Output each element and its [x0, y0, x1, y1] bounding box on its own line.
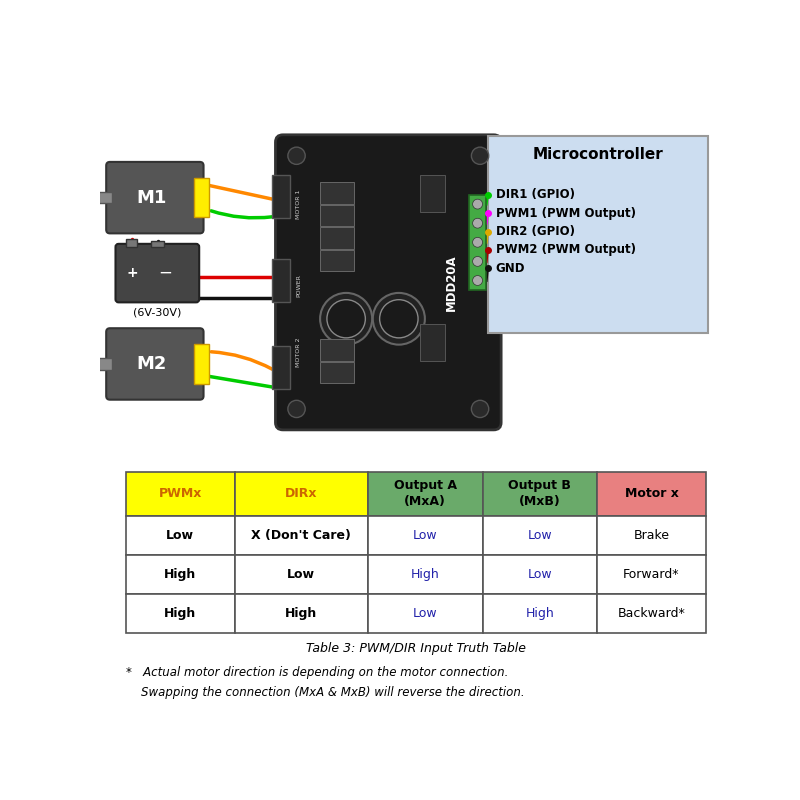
FancyBboxPatch shape — [482, 555, 598, 594]
FancyBboxPatch shape — [234, 594, 368, 633]
Text: DIR2 (GPIO): DIR2 (GPIO) — [495, 225, 574, 238]
FancyBboxPatch shape — [368, 555, 482, 594]
FancyBboxPatch shape — [151, 242, 165, 247]
Text: Low: Low — [527, 568, 552, 581]
Text: Low: Low — [287, 568, 315, 581]
Text: Output A
(MxA): Output A (MxA) — [394, 479, 457, 509]
Circle shape — [320, 293, 372, 345]
Text: Brake: Brake — [634, 529, 670, 542]
Text: Swapping the connection (MxA & MxB) will reverse the direction.: Swapping the connection (MxA & MxB) will… — [126, 686, 525, 698]
Circle shape — [288, 400, 306, 418]
Text: High: High — [411, 568, 439, 581]
FancyBboxPatch shape — [272, 174, 290, 218]
FancyBboxPatch shape — [126, 516, 234, 555]
Text: Low: Low — [413, 529, 438, 542]
FancyBboxPatch shape — [234, 555, 368, 594]
Circle shape — [471, 400, 489, 418]
FancyBboxPatch shape — [126, 594, 234, 633]
Text: PWM2 (PWM Output): PWM2 (PWM Output) — [495, 243, 635, 257]
Text: High: High — [164, 606, 197, 620]
Text: Microcontroller: Microcontroller — [532, 147, 663, 162]
Text: Low: Low — [527, 529, 552, 542]
Text: Forward*: Forward* — [623, 568, 680, 581]
FancyBboxPatch shape — [96, 192, 112, 203]
FancyBboxPatch shape — [420, 324, 445, 361]
Text: DIRx: DIRx — [285, 487, 318, 501]
Circle shape — [473, 218, 482, 228]
Text: MOTOR 1: MOTOR 1 — [296, 189, 301, 218]
FancyBboxPatch shape — [368, 594, 482, 633]
Circle shape — [471, 147, 489, 164]
Text: Output B
(MxB): Output B (MxB) — [509, 479, 571, 509]
Text: Low: Low — [166, 529, 194, 542]
Text: High: High — [526, 606, 554, 620]
Text: PWM1 (PWM Output): PWM1 (PWM Output) — [495, 206, 635, 219]
FancyBboxPatch shape — [106, 162, 203, 234]
FancyBboxPatch shape — [194, 344, 209, 384]
FancyBboxPatch shape — [126, 555, 234, 594]
FancyBboxPatch shape — [598, 594, 706, 633]
Text: Backward*: Backward* — [618, 606, 686, 620]
FancyBboxPatch shape — [469, 194, 486, 290]
FancyBboxPatch shape — [487, 136, 708, 333]
Circle shape — [473, 199, 482, 209]
Circle shape — [380, 300, 418, 338]
FancyBboxPatch shape — [482, 472, 598, 516]
FancyBboxPatch shape — [420, 175, 445, 212]
FancyBboxPatch shape — [598, 555, 706, 594]
FancyBboxPatch shape — [96, 358, 112, 370]
Circle shape — [473, 238, 482, 247]
FancyBboxPatch shape — [126, 239, 138, 247]
FancyBboxPatch shape — [272, 259, 290, 302]
FancyBboxPatch shape — [320, 250, 354, 271]
FancyBboxPatch shape — [275, 135, 501, 430]
Text: High: High — [285, 606, 318, 620]
Text: MOTOR 2: MOTOR 2 — [296, 338, 301, 367]
FancyBboxPatch shape — [234, 516, 368, 555]
Text: +: + — [126, 266, 138, 280]
Text: GND: GND — [495, 262, 525, 275]
Text: M2: M2 — [136, 355, 166, 373]
Text: (6V-30V): (6V-30V) — [133, 307, 182, 318]
FancyBboxPatch shape — [598, 516, 706, 555]
Circle shape — [327, 300, 366, 338]
Text: −: − — [158, 264, 172, 282]
Text: X (Don't Care): X (Don't Care) — [251, 529, 351, 542]
Text: High: High — [164, 568, 197, 581]
FancyBboxPatch shape — [598, 472, 706, 516]
FancyBboxPatch shape — [115, 244, 199, 302]
FancyBboxPatch shape — [482, 594, 598, 633]
FancyBboxPatch shape — [320, 227, 354, 249]
Text: DIR1 (GPIO): DIR1 (GPIO) — [495, 188, 574, 201]
Text: POWER: POWER — [296, 274, 301, 297]
FancyBboxPatch shape — [320, 182, 354, 204]
FancyBboxPatch shape — [320, 362, 354, 383]
Text: PWMx: PWMx — [158, 487, 202, 501]
Circle shape — [473, 275, 482, 286]
Circle shape — [288, 147, 306, 164]
FancyBboxPatch shape — [194, 178, 209, 218]
FancyBboxPatch shape — [482, 516, 598, 555]
Text: MDD20A: MDD20A — [445, 254, 458, 310]
FancyBboxPatch shape — [126, 472, 234, 516]
Text: Low: Low — [413, 606, 438, 620]
FancyBboxPatch shape — [106, 328, 203, 400]
FancyBboxPatch shape — [320, 339, 354, 361]
FancyBboxPatch shape — [368, 516, 482, 555]
Text: Motor x: Motor x — [625, 487, 678, 501]
FancyBboxPatch shape — [320, 205, 354, 226]
FancyBboxPatch shape — [234, 472, 368, 516]
Text: M1: M1 — [136, 189, 166, 206]
Text: *   Actual motor direction is depending on the motor connection.: * Actual motor direction is depending on… — [126, 666, 509, 678]
FancyBboxPatch shape — [272, 346, 290, 389]
Circle shape — [373, 293, 425, 345]
Circle shape — [473, 257, 482, 266]
FancyBboxPatch shape — [368, 472, 482, 516]
Text: Table 3: PWM/DIR Input Truth Table: Table 3: PWM/DIR Input Truth Table — [306, 642, 526, 655]
